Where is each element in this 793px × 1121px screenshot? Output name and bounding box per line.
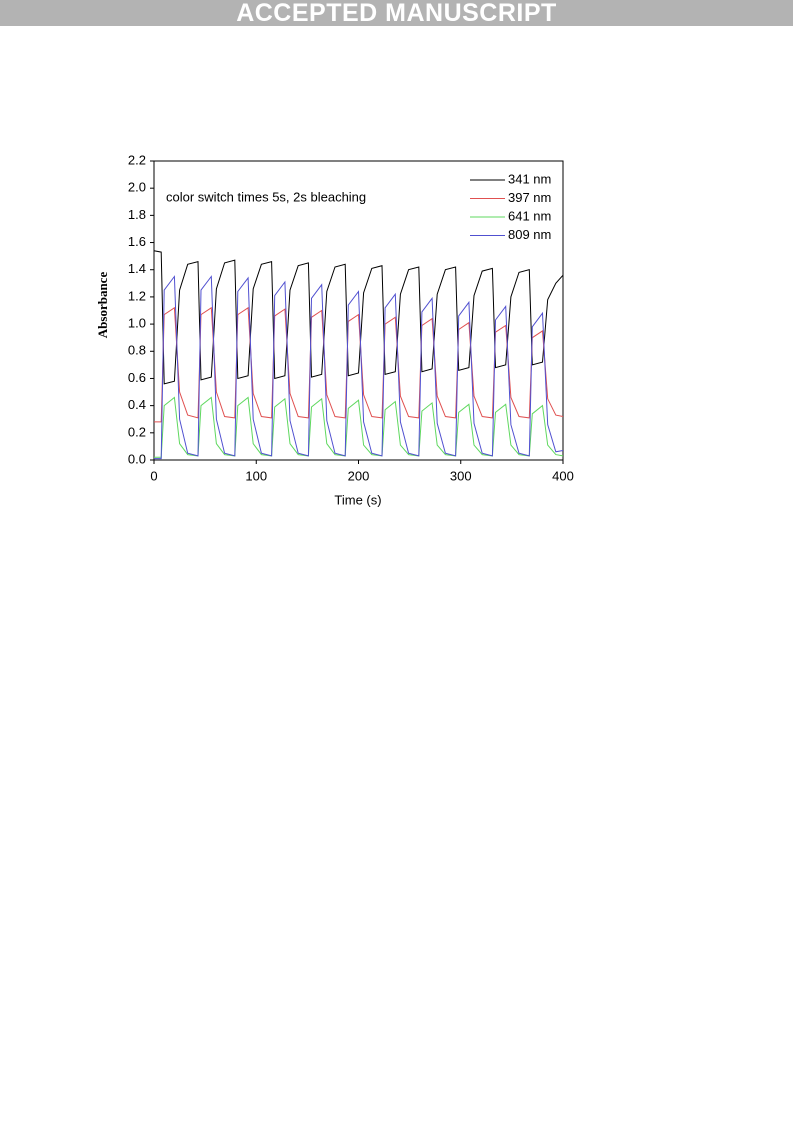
legend-label: 341 nm [508, 171, 551, 186]
x-axis-label: Time (s) [334, 492, 381, 507]
y-tick-label: 1.8 [128, 207, 146, 222]
y-axis-label: Absorbance [95, 272, 110, 339]
x-tick-label: 400 [552, 468, 574, 483]
data-line [153, 250, 564, 385]
x-tick-label: 100 [245, 468, 267, 483]
y-tick-label: 1.2 [128, 288, 146, 303]
y-tick-label: 1.6 [128, 234, 146, 249]
y-tick-label: 0.4 [128, 397, 146, 412]
x-tick-label: 0 [150, 468, 157, 483]
y-tick-label: 2.0 [128, 180, 146, 195]
y-tick-label: 0.0 [128, 451, 146, 466]
y-tick-label: 0.8 [128, 343, 146, 358]
y-tick-label: 0.6 [128, 370, 146, 385]
chart: color switch times 5s, 2s bleaching Time… [95, 152, 574, 507]
y-tick-label: 2.2 [128, 152, 146, 167]
data-line [154, 396, 564, 458]
y-tick-label: 1.4 [128, 261, 146, 276]
legend-label: 641 nm [508, 208, 551, 223]
x-tick-label: 200 [348, 468, 370, 483]
x-tick-label: 300 [450, 468, 472, 483]
banner: ACCEPTED MANUSCRIPT [0, 0, 793, 27]
y-tick-label: 1.0 [128, 316, 146, 331]
y-tick-label: 0.2 [128, 424, 146, 439]
data-line [154, 306, 564, 423]
annotation: color switch times 5s, 2s bleaching [166, 189, 366, 204]
data-line [154, 275, 564, 460]
legend-label: 809 nm [508, 227, 551, 242]
legend-label: 397 nm [508, 190, 551, 205]
